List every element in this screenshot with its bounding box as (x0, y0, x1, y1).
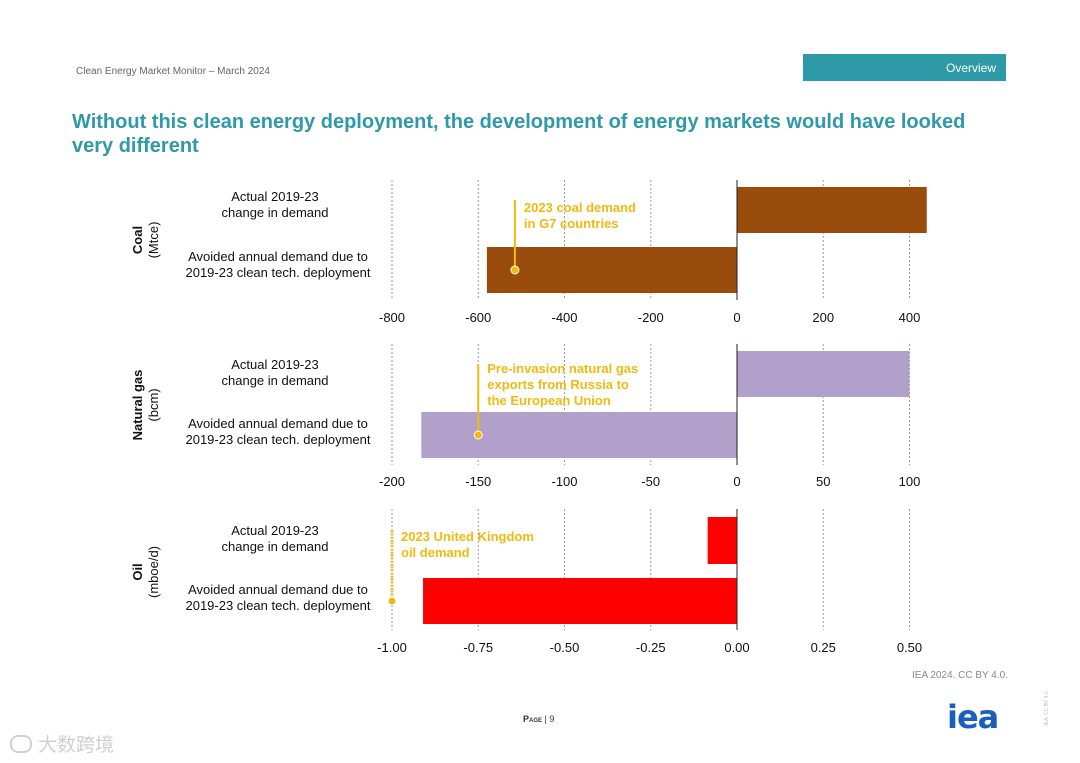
iea-logo[interactable]: iea (947, 698, 999, 736)
tick-label: 0.00 (724, 640, 749, 655)
annotation-label: 2023 United Kingdom oil demand (401, 529, 534, 560)
tick-label: 0.25 (811, 640, 836, 655)
page-label: Page (523, 714, 543, 724)
bar-natural-gas-2 (421, 412, 737, 458)
tick-label: 0 (733, 310, 740, 325)
watermark: 大数跨境 (10, 730, 114, 757)
category-label: Avoided annual demand due to 2019-23 clea… (185, 249, 370, 280)
bar-oil-1 (707, 517, 737, 564)
tick-label: -50 (641, 474, 660, 489)
watermark-icon (10, 734, 32, 753)
bar-natural-gas-1 (737, 351, 910, 397)
tab-overview[interactable]: Overview (803, 54, 1006, 81)
bar-oil-2 (423, 578, 737, 624)
tick-label: 0.50 (897, 640, 922, 655)
tick-label: 400 (899, 310, 921, 325)
source-note: IEA 2024. CC BY 4.0. (912, 670, 1008, 681)
tick-label: -600 (465, 310, 491, 325)
tick-label: -1.00 (377, 640, 407, 655)
tick-label: -0.50 (550, 640, 580, 655)
annotation-label: 2023 coal demand in G7 countries (524, 200, 636, 231)
category-label: Avoided annual demand due to 2019-23 clea… (185, 582, 370, 613)
category-label: Actual 2019-23 change in demand (222, 357, 329, 388)
category-label: Actual 2019-23 change in demand (222, 523, 329, 554)
group-label: Natural gas (130, 370, 145, 441)
tick-label: -0.25 (636, 640, 666, 655)
tick-label: -200 (638, 310, 664, 325)
tick-label: 200 (812, 310, 834, 325)
group-unit: (bcm) (146, 388, 161, 421)
tick-label: -100 (551, 474, 577, 489)
tick-label: 0 (733, 474, 740, 489)
tick-label: -800 (379, 310, 405, 325)
tick-label: -400 (551, 310, 577, 325)
license-vertical: IEA. CC BY 4.0. (1044, 690, 1050, 726)
group-label: Coal (130, 226, 145, 254)
group-unit: (mboe/d) (146, 546, 161, 598)
annotation-dot (387, 596, 397, 606)
category-label: Actual 2019-23 change in demand (222, 189, 329, 220)
tick-label: 100 (899, 474, 921, 489)
watermark-text: 大数跨境 (38, 734, 115, 756)
page-number: Page | 9 (523, 714, 554, 724)
group-label: Oil (130, 563, 145, 580)
category-label: Avoided annual demand due to 2019-23 clea… (185, 416, 370, 447)
tick-label: -200 (379, 474, 405, 489)
page-number-value: | 9 (544, 714, 555, 724)
tick-label: -0.75 (463, 640, 493, 655)
tick-label: -150 (465, 474, 491, 489)
report-subtitle: Clean Energy Market Monitor – March 2024 (76, 66, 270, 77)
group-unit: (Mtce) (146, 222, 161, 259)
tick-label: 50 (816, 474, 830, 489)
annotation-dot (510, 265, 520, 275)
annotation-dot (473, 430, 483, 440)
page-title: Without this clean energy deployment, th… (72, 111, 966, 157)
bar-coal-2 (486, 247, 737, 293)
bar-coal-1 (737, 187, 927, 233)
annotation-label: Pre-invasion natural gas exports from Rus… (487, 361, 638, 408)
